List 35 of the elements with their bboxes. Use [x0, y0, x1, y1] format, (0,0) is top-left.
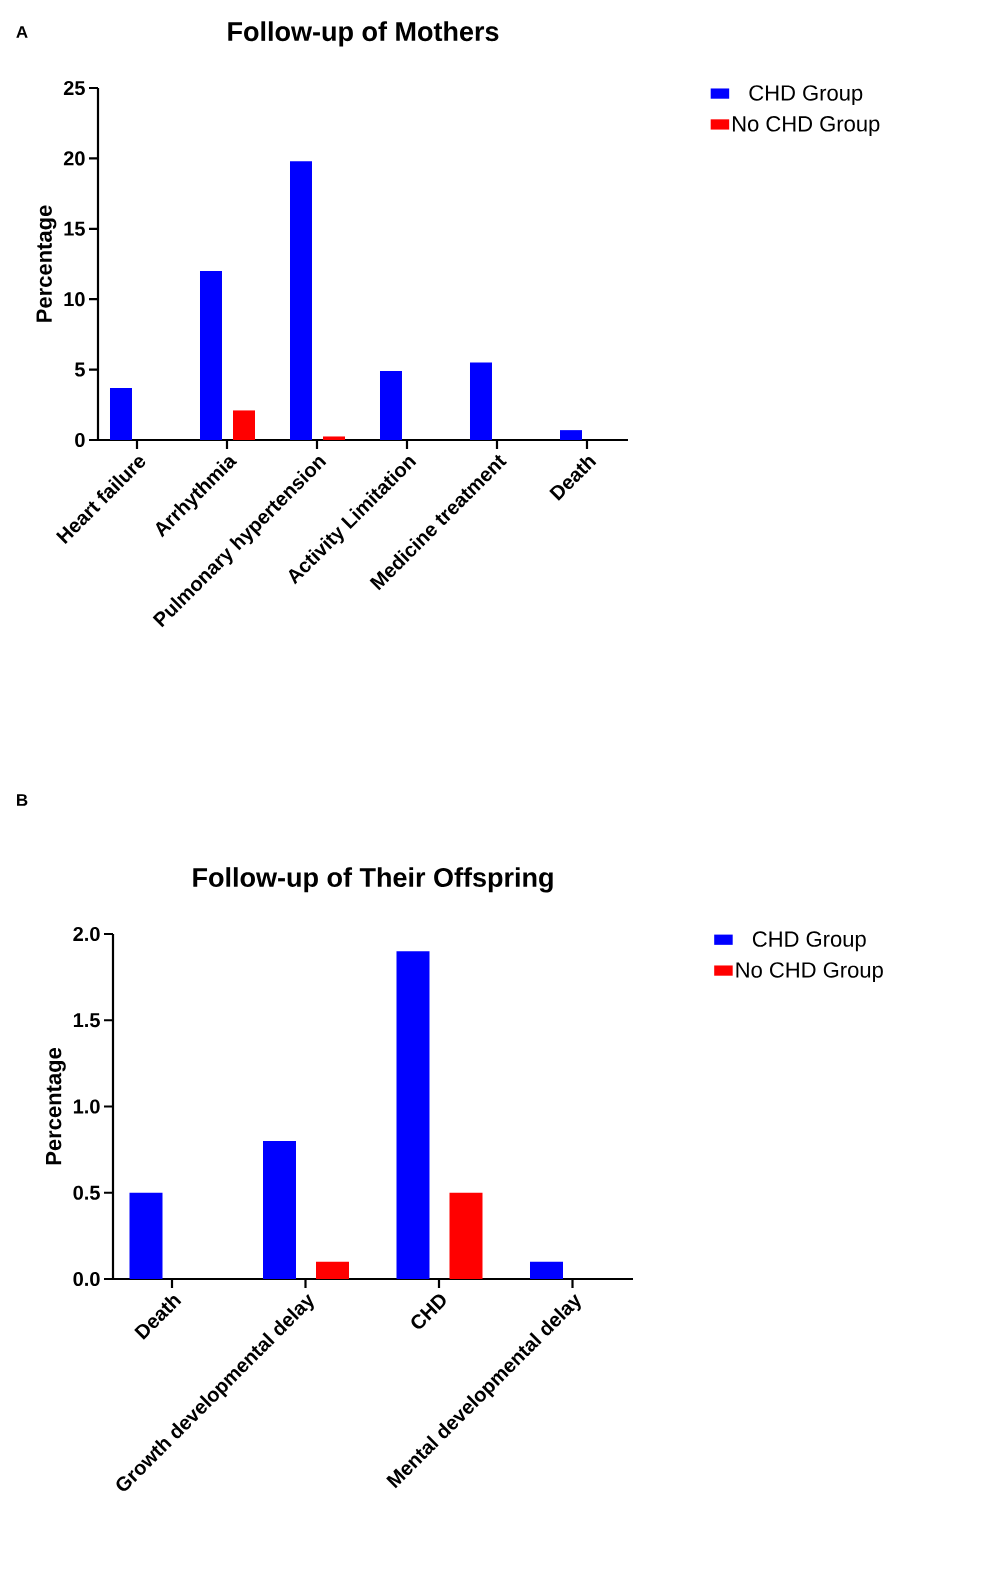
bar [110, 387, 132, 440]
text: B [17, 794, 28, 806]
bar [129, 1192, 163, 1279]
bar [396, 951, 430, 1279]
text: A [16, 26, 28, 38]
bar [200, 271, 222, 440]
legend-label: CHD Group [752, 931, 866, 952]
chart-title: Follow-up of Their Offspring [193, 867, 553, 893]
y-tick-label: 0 [75, 432, 85, 448]
bar [290, 161, 312, 440]
bar [316, 1261, 349, 1279]
y-tick-label: 15 [64, 221, 85, 236]
bar [530, 1261, 563, 1279]
y-tick-label: 0.5 [73, 1185, 100, 1200]
bar [380, 371, 402, 440]
bar [322, 436, 345, 440]
y-tick-label: 10 [64, 292, 85, 307]
y-tick-label: 1.5 [73, 1013, 100, 1028]
legend-label: CHD Group [749, 85, 863, 106]
legend-label: No CHD Group [736, 962, 883, 983]
bar [233, 410, 255, 440]
bar [559, 430, 582, 440]
bar [449, 1192, 483, 1279]
bar [470, 362, 492, 440]
y-tick-label: 1.0 [73, 1099, 100, 1114]
bar [263, 1140, 296, 1279]
y-axis-title: Percentage [46, 1047, 66, 1165]
y-tick-label: 20 [63, 151, 85, 166]
legend-label: No CHD Group [732, 116, 880, 136]
y-tick-label: 5 [74, 362, 85, 377]
y-tick-label: 2.0 [73, 926, 100, 942]
chart-title: Follow-up of Mothers [228, 21, 499, 47]
y-axis-title: Percentage [36, 205, 57, 322]
y-tick-label: 0.0 [73, 1271, 100, 1287]
y-tick-label: 25 [63, 80, 85, 96]
